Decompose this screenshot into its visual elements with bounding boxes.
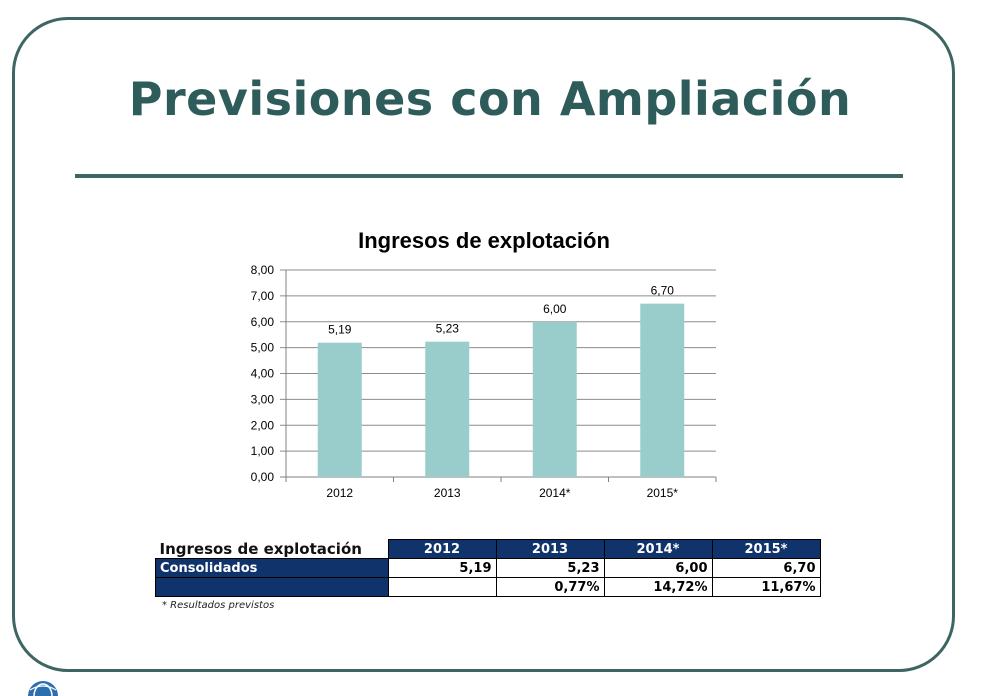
table-cell: 6,70: [711, 558, 821, 578]
x-tick-label: 2013: [434, 486, 461, 500]
y-tick-label: 7,00: [251, 289, 275, 303]
x-tick-label: 2014*: [539, 486, 571, 500]
bar-value-label: 6,70: [651, 284, 675, 298]
chart-labels: 0,00 1,00 2,00 3,00 4,00 5,00 6,00 7,00 8,00 5,19…: [251, 263, 679, 500]
y-tick-label: 2,00: [251, 418, 275, 432]
table-cell: 6,00: [603, 558, 713, 578]
x-tick-label: 2012: [326, 486, 353, 500]
table-cell: 14,72%: [603, 577, 713, 597]
y-tick-label: 1,00: [251, 444, 275, 458]
slide-title: Previsiones con Ampliación: [128, 72, 852, 126]
y-tick-label: 8,00: [251, 263, 275, 277]
table-header-cell: 2013: [495, 539, 605, 559]
bar-value-label: 6,00: [543, 302, 567, 316]
chart-bars: [317, 303, 685, 477]
chart-title: Ingresos de explotación: [358, 228, 610, 253]
x-tick-label: 2015*: [647, 486, 679, 500]
table-header-cell: 2012: [387, 539, 497, 559]
y-tick-label: 5,00: [251, 341, 275, 355]
y-tick-label: 3,00: [251, 392, 275, 406]
bar-value-label: 5,19: [328, 323, 352, 337]
y-tick-label: 0,00: [251, 470, 275, 484]
table-cell: 0,77%: [495, 577, 605, 597]
table-header-cell: 2015*: [711, 539, 821, 559]
table-row: Consolidados 5,19 5,23 6,00 6,70: [155, 558, 821, 578]
y-tick-label: 6,00: [251, 315, 275, 329]
data-table: Ingresos de explotación 2012 2013 2014* …: [155, 539, 821, 597]
bar: [317, 342, 362, 477]
table-cell: [387, 577, 497, 597]
table-cell: 5,19: [387, 558, 497, 578]
table-cell: 11,67%: [711, 577, 821, 597]
table-row-label: [155, 577, 389, 597]
table-cell: 5,23: [495, 558, 605, 578]
table-corner-label: Ingresos de explotación: [159, 539, 362, 558]
footnote: * Resultados previstos: [162, 600, 275, 611]
bar-value-label: 5,23: [436, 322, 460, 336]
bar: [640, 303, 685, 477]
y-tick-label: 4,00: [251, 367, 275, 381]
bar: [425, 341, 470, 477]
bar: [532, 321, 577, 477]
table-header-cell: 2014*: [603, 539, 713, 559]
table-row: 0,77% 14,72% 11,67%: [155, 577, 821, 597]
globe-logo-icon: [28, 681, 58, 696]
title-divider: [75, 174, 903, 178]
table-header-row: Ingresos de explotación 2012 2013 2014* …: [156, 539, 821, 559]
slide-frame: [12, 17, 955, 672]
bar-chart: Ingresos de explotación 0,00 1,00 2,00 3,00…: [251, 228, 717, 500]
table-row-label: Consolidados: [155, 558, 389, 578]
